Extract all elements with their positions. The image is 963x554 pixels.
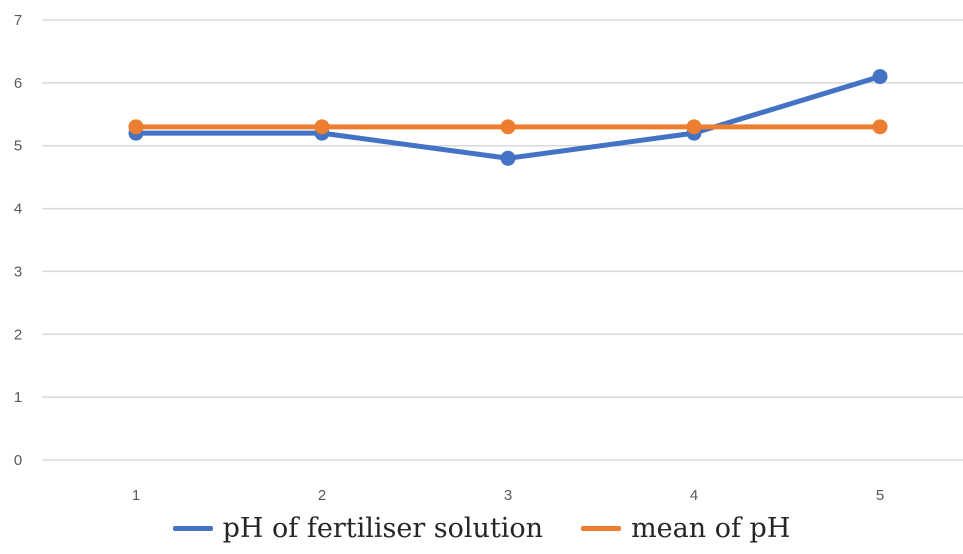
x-tick-label-5: 5 xyxy=(876,487,884,504)
legend: pH of fertiliser solution mean of pH xyxy=(0,510,963,546)
data-point-mean-4 xyxy=(686,119,702,135)
legend-item-ph: pH of fertiliser solution xyxy=(172,512,544,544)
data-point-mean-5 xyxy=(872,119,888,135)
y-tick-label-7: 7 xyxy=(14,12,22,29)
y-tick-label-0: 0 xyxy=(14,452,22,469)
x-tick-label-1: 1 xyxy=(132,487,140,504)
y-tick-label-1: 1 xyxy=(14,389,22,406)
data-point-mean-1 xyxy=(128,119,144,135)
x-tick-label-4: 4 xyxy=(690,487,698,504)
legend-label-ph: pH of fertiliser solution xyxy=(222,512,544,544)
legend-item-mean: mean of pH xyxy=(581,513,790,544)
data-point-mean-2 xyxy=(314,119,330,135)
legend-swatch-mean xyxy=(581,525,622,531)
data-point-ph-5 xyxy=(872,69,888,85)
y-tick-label-5: 5 xyxy=(14,138,22,155)
y-tick-label-4: 4 xyxy=(14,201,22,218)
data-point-mean-3 xyxy=(500,119,516,135)
legend-swatch-ph xyxy=(172,525,213,531)
x-tick-label-2: 2 xyxy=(318,487,326,504)
y-tick-label-6: 6 xyxy=(14,75,22,92)
y-tick-label-3: 3 xyxy=(14,263,22,280)
data-point-ph-3 xyxy=(500,150,516,166)
x-tick-label-3: 3 xyxy=(504,487,512,504)
legend-label-mean: mean of pH xyxy=(631,512,791,544)
y-tick-label-2: 2 xyxy=(14,326,22,343)
